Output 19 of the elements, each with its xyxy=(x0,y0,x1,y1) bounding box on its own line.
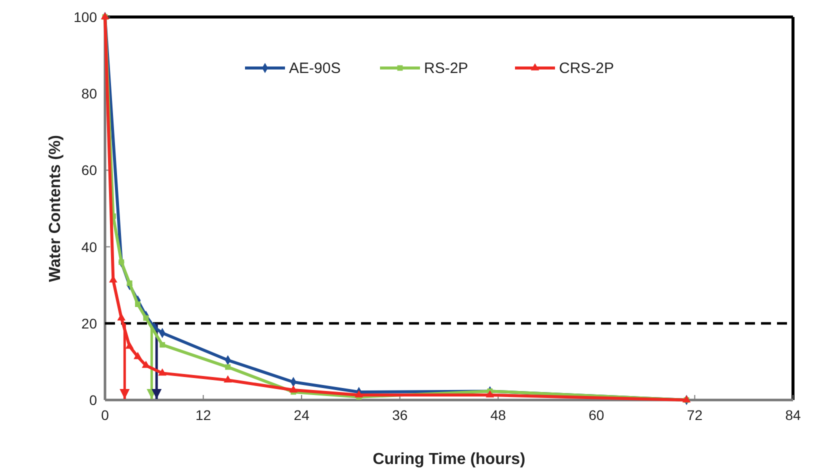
y-tick-label: 20 xyxy=(81,315,98,332)
x-tick-label: 24 xyxy=(294,407,310,423)
x-tick-label: 84 xyxy=(785,407,801,423)
legend-label: AE-90S xyxy=(289,60,341,77)
y-tick-label: 60 xyxy=(81,162,98,178)
x-tick-label: 48 xyxy=(490,407,506,423)
x-tick-label: 12 xyxy=(195,407,212,423)
y-tick-label: 40 xyxy=(81,238,98,255)
x-axis-title: Curing Time (hours) xyxy=(372,451,526,468)
x-tick-label: 0 xyxy=(101,407,110,423)
x-tick-label: 36 xyxy=(392,407,408,423)
legend-label: CRS-2P xyxy=(559,60,614,77)
y-tick-label: 0 xyxy=(89,392,98,408)
legend-label: RS-2P xyxy=(424,60,468,77)
x-tick-label: 60 xyxy=(588,407,604,423)
x-tick-label: 72 xyxy=(686,407,703,423)
y-axis-title: Water Contents (%) xyxy=(47,135,64,282)
y-tick-label: 80 xyxy=(81,86,98,102)
y-tick-label: 100 xyxy=(74,9,98,25)
